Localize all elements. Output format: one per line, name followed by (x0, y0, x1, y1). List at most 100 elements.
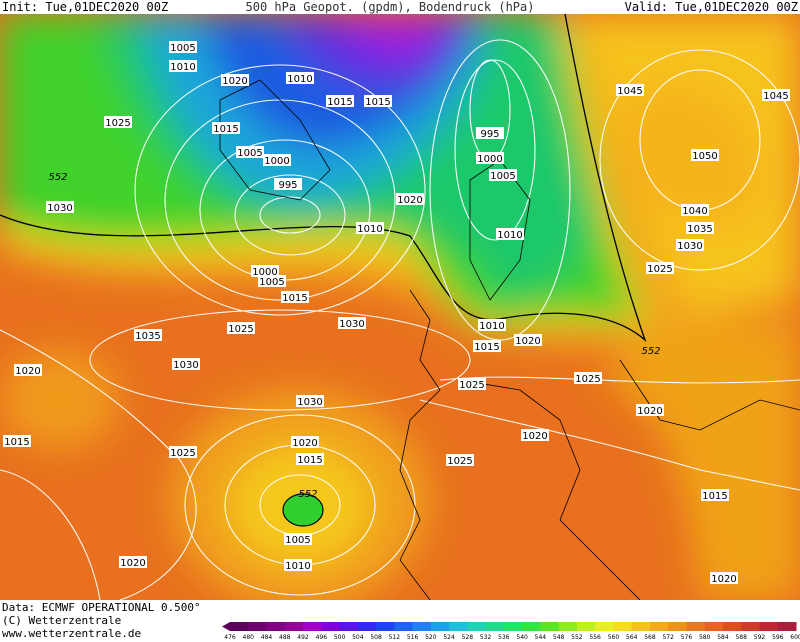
label-box (281, 291, 309, 303)
colorbar-segment (248, 622, 268, 631)
colorbar-segment (576, 622, 596, 631)
colorbar-tick: 512 (389, 634, 401, 641)
label-box (646, 262, 674, 274)
isobar-label: 1005 (285, 535, 310, 546)
colorbar-tick: 476 (224, 634, 236, 641)
isobar-label: 1030 (173, 360, 198, 371)
colorbar-segment (631, 622, 651, 631)
label-box (446, 454, 474, 466)
isobar-label: 1030 (339, 319, 364, 330)
colorbar-segment (686, 622, 706, 631)
label-box (496, 228, 524, 240)
colorbar-segment (467, 622, 487, 631)
isobar-label: 1020 (292, 438, 317, 449)
colorbar-segment (449, 622, 468, 631)
isobar-label: 1045 (617, 86, 642, 97)
colorbar-tick: 548 (553, 634, 565, 641)
colorbar-tick: 584 (717, 634, 729, 641)
colorbar-tick: 480 (243, 634, 255, 641)
colorbar-tick: 504 (352, 634, 364, 641)
isobar-label: 1010 (285, 561, 310, 572)
label-box (104, 116, 132, 128)
isobar-label: 1025 (447, 456, 472, 467)
isobar-label: 1010 (170, 62, 195, 73)
label-box (476, 152, 504, 164)
website: www.wetterzentrale.de (2, 627, 141, 640)
label-box (286, 72, 314, 84)
label-box (636, 404, 664, 416)
colorbar-segment (522, 622, 541, 631)
isobar-label: 1005 (170, 43, 195, 54)
label-box (356, 222, 384, 234)
colorbar-segment (284, 622, 304, 631)
label-box (3, 435, 31, 447)
colorbar-tick: 556 (589, 634, 601, 641)
colorbar-tick: 532 (480, 634, 492, 641)
label-box (284, 559, 312, 571)
label-box (514, 334, 542, 346)
isobar-label: 1025 (228, 324, 253, 335)
isobar-label: 1020 (522, 431, 547, 442)
label-box (691, 149, 719, 161)
colorbar-tick: 560 (608, 634, 620, 641)
colorbar-segment (503, 622, 523, 631)
colorbar-segment (741, 622, 760, 631)
colorbar-segment (376, 622, 395, 631)
isobar-label: 1020 (222, 76, 247, 87)
isobar-label: 1025 (105, 118, 130, 129)
colorbar-segment (321, 622, 341, 631)
isobar-label: 1025 (459, 380, 484, 391)
isobar-labels: 1005 1010 1020 1010 1015 1015 1025 1015 1005 1000… (3, 41, 790, 585)
colorbar-tick: 552 (571, 634, 583, 641)
label-box (169, 446, 197, 458)
colorbar-tick: 592 (754, 634, 766, 641)
colorbar-tick: 536 (498, 634, 510, 641)
isobar-label: 1015 (327, 97, 352, 108)
label-box (396, 193, 424, 205)
isobar-label: 1010 (479, 321, 504, 332)
colorbar-segment (558, 622, 578, 631)
label-box (134, 329, 162, 341)
isobar-label: 1020 (515, 336, 540, 347)
colorbar-tick: 528 (462, 634, 474, 641)
label-box (476, 127, 504, 139)
label-box (291, 436, 319, 448)
isobar-label: 1050 (692, 151, 717, 162)
isobar-label: 1025 (575, 374, 600, 385)
isobar-label: 1025 (647, 264, 672, 275)
isobar-label: 1025 (170, 448, 195, 459)
colorbar-segment (394, 622, 414, 631)
colorbar-tick: 588 (735, 634, 747, 641)
label-box (616, 84, 644, 96)
colorbar-segment (649, 622, 669, 631)
isobar-label: 1000 (252, 267, 277, 278)
data-source: Data: ECMWF OPERATIONAL 0.500° (2, 601, 201, 614)
colorbar-tick: 540 (516, 634, 528, 641)
colorbar-segment (613, 622, 633, 631)
label-box (119, 556, 147, 568)
field (0, 14, 800, 600)
isobar-label: 995 (278, 180, 297, 191)
label-box (284, 533, 312, 545)
label-box (227, 322, 255, 334)
colorbar-segment (357, 622, 377, 631)
label-box (338, 317, 366, 329)
colorbar-tick: 580 (699, 634, 711, 641)
colorbar-segment (704, 622, 724, 631)
isobar-label: 1015 (365, 97, 390, 108)
label-box (251, 265, 279, 277)
isobar-label: 552 (641, 346, 660, 357)
isobar-label: 1030 (677, 241, 702, 252)
colorbar-segment (722, 622, 742, 631)
colorbar-tick: 564 (626, 634, 638, 641)
label-box (212, 122, 240, 134)
isobar-label: 552 (48, 172, 67, 183)
isobar-label: 1015 (702, 491, 727, 502)
label-box (46, 201, 74, 213)
colorbar-tick: 500 (334, 634, 346, 641)
colorbar-segment (412, 622, 432, 631)
init-time: Init: Tue,01DEC2020 00Z (2, 0, 168, 14)
label-box (458, 378, 486, 390)
